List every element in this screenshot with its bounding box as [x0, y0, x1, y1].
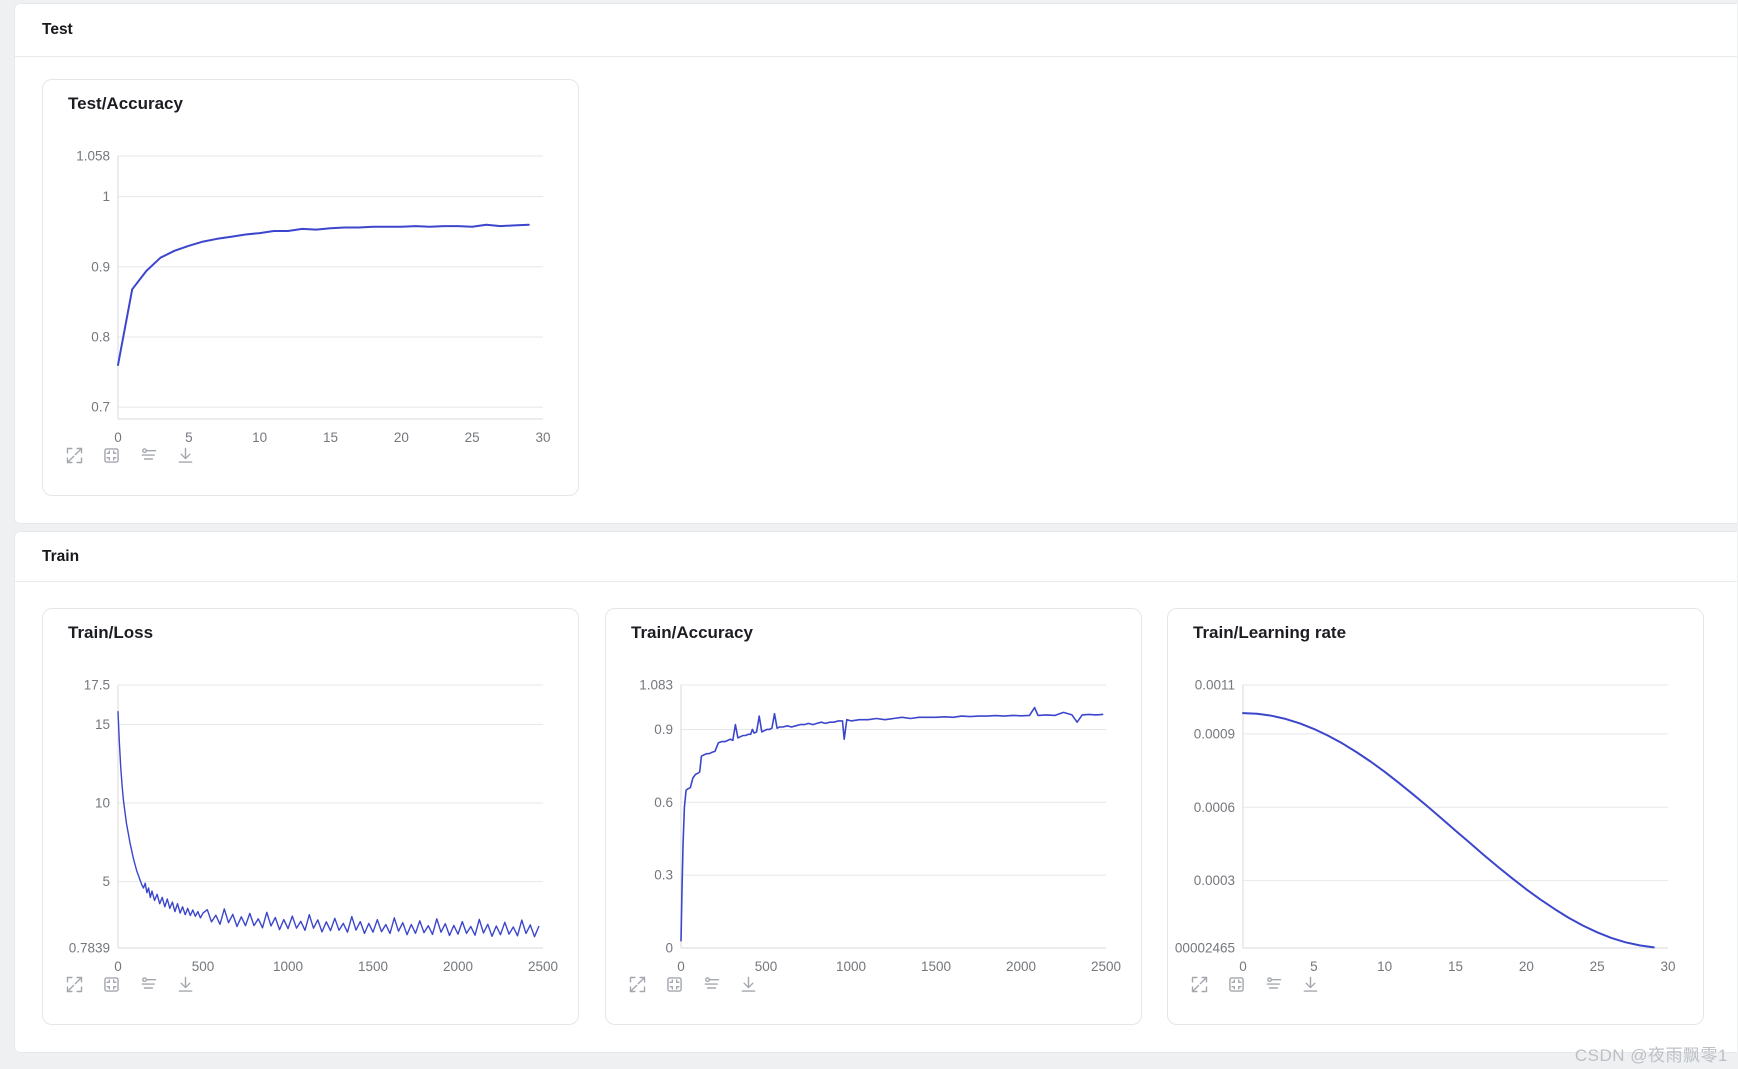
x-tick-label: 10 [252, 430, 267, 445]
data-line [1242, 712, 1655, 949]
x-tick-label: 0 [114, 430, 122, 445]
data-line [117, 710, 540, 938]
chart-toolbar [1188, 973, 1321, 995]
x-tick-label: 0 [114, 959, 122, 974]
data-line [117, 223, 530, 366]
chart-card-train-accuracy: Train/Accuracy 1.083 0.9 0.6 0.3 0 0 500 1000 150… [605, 608, 1142, 1025]
y-tick-label: 0.7839 [69, 941, 110, 956]
section-title-test: Test [42, 21, 73, 38]
smoothing-icon[interactable] [700, 973, 722, 995]
chart-card-train-learning-rate: Train/Learning rate 0.0011 0.0009 0.0006 0.0… [1167, 608, 1704, 1025]
download-icon[interactable] [737, 973, 759, 995]
fullscreen-icon[interactable] [1188, 973, 1210, 995]
y-tick-label: 1.083 [639, 678, 673, 693]
y-tick-label: 00002465 [1175, 941, 1235, 956]
chart-title-train-accuracy: Train/Accuracy [631, 623, 753, 642]
x-tick-label: 1500 [358, 959, 388, 974]
y-tick-label: 15 [95, 717, 110, 732]
x-tick-label: 15 [1448, 959, 1463, 974]
y-tick-label: 0.0011 [1195, 678, 1235, 693]
chart-toolbar [626, 973, 759, 995]
smoothing-icon[interactable] [137, 973, 159, 995]
x-tick-label: 30 [1660, 959, 1675, 974]
x-tick-label: 25 [1590, 959, 1605, 974]
y-tick-label: 0.7 [91, 400, 110, 415]
data-line [680, 706, 1104, 942]
chart-plot-test-accuracy[interactable]: 1.058 1 0.9 0.8 0.7 0 5 10 15 20 25 30 [43, 80, 578, 495]
fit-view-icon[interactable] [663, 973, 685, 995]
x-tick-label: 1000 [273, 959, 303, 974]
chart-card-test-accuracy: Test/Accuracy 1.058 1 0.9 0.8 0.7 0 5 10 15 20 25 30 [42, 79, 579, 496]
section-test: Test Test/Accuracy 1.058 1 0.9 0.8 0.7 0 5 10 15 2… [14, 3, 1737, 524]
y-tick-label: 1.058 [76, 149, 110, 164]
y-tick-label: 0.0006 [1194, 800, 1235, 815]
y-tick-label: 0 [665, 941, 673, 956]
chart-toolbar [63, 444, 196, 466]
fit-view-icon[interactable] [100, 973, 122, 995]
x-tick-label: 25 [465, 430, 480, 445]
x-tick-label: 0 [1239, 959, 1247, 974]
y-tick-label: 1 [102, 189, 110, 204]
chart-title-train-loss: Train/Loss [68, 623, 154, 642]
x-tick-label: 15 [323, 430, 338, 445]
x-tick-label: 1500 [921, 959, 951, 974]
section-header-test: Test [15, 4, 1737, 57]
fullscreen-icon[interactable] [626, 973, 648, 995]
x-tick-label: 5 [185, 430, 193, 445]
y-tick-label: 0.0009 [1194, 726, 1235, 741]
section-title-train: Train [42, 547, 80, 565]
download-icon[interactable] [174, 444, 196, 466]
y-tick-label: 0.9 [91, 259, 110, 274]
y-tick-label: 17.5 [84, 678, 110, 693]
chart-plot-train-learning-rate[interactable]: 0.0011 0.0009 0.0006 0.0003 00002465 0 5 10 15 20… [1168, 609, 1703, 1024]
x-tick-label: 30 [535, 430, 550, 445]
download-icon[interactable] [1299, 973, 1321, 995]
y-tick-label: 5 [102, 874, 110, 889]
chart-plot-train-accuracy[interactable]: 1.083 0.9 0.6 0.3 00 500 1000 1500 2000 2500 [606, 609, 1141, 1024]
csdn-watermark: CSDN @夜雨飘零1 [1574, 1046, 1728, 1065]
y-tick-label: 0.8 [91, 329, 110, 344]
chart-plot-train-loss[interactable]: 17.5 15 10 5 0.7839 0 500 1000 1500 2000 2500 [43, 609, 578, 1024]
chart-title-train-learning-rate: Train/Learning rate [1193, 623, 1347, 642]
y-tick-label: 0.3 [654, 868, 673, 883]
smoothing-icon[interactable] [137, 444, 159, 466]
x-tick-label: 10 [1377, 959, 1392, 974]
fit-view-icon[interactable] [100, 444, 122, 466]
chart-title-test-accuracy: Test/Accuracy [68, 94, 183, 113]
x-tick-label: 20 [1519, 959, 1534, 974]
x-tick-label: 20 [394, 430, 409, 445]
y-tick-label: 0.0003 [1194, 873, 1235, 888]
x-tick-label: 2500 [528, 959, 558, 974]
y-tick-label: 10 [95, 796, 110, 811]
x-tick-label: 500 [755, 959, 778, 974]
x-tick-label: 2000 [443, 959, 473, 974]
download-icon[interactable] [174, 973, 196, 995]
fullscreen-icon[interactable] [63, 444, 85, 466]
x-tick-label: 500 [192, 959, 215, 974]
chart-card-train-loss: Train/Loss 17.5 15 10 5 0.7839 0 500 1000 1500 200… [42, 608, 579, 1025]
section-header-train: Train [15, 532, 1737, 582]
section-train: Train Train/Loss 17.5 15 10 5 0.7839 0 500 1000 1… [14, 531, 1737, 1053]
smoothing-icon[interactable] [1262, 973, 1284, 995]
x-tick-label: 5 [1310, 959, 1318, 974]
x-tick-label: 0 [677, 959, 685, 974]
x-tick-label: 1000 [836, 959, 866, 974]
y-tick-label: 0.6 [654, 795, 673, 810]
fit-view-icon[interactable] [1225, 973, 1247, 995]
chart-toolbar [63, 973, 196, 995]
x-tick-label: 2500 [1091, 959, 1121, 974]
x-tick-label: 2000 [1006, 959, 1036, 974]
fullscreen-icon[interactable] [63, 973, 85, 995]
y-tick-label: 0.9 [654, 722, 673, 737]
